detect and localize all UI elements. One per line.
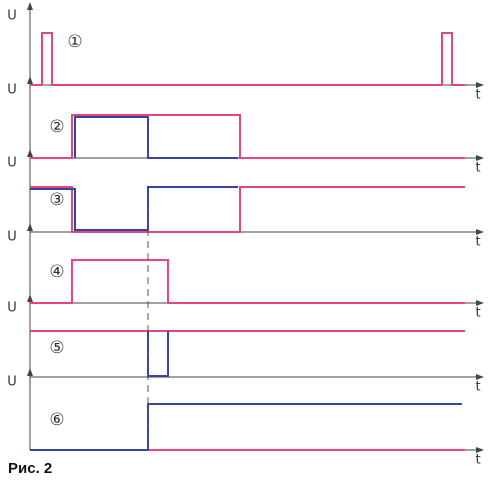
panel-marker: ⑥ (49, 410, 64, 430)
signal-5-blue (147, 331, 169, 377)
signal-3-blue (30, 186, 238, 231)
x-axis-label: t (475, 88, 480, 103)
signal-2-red (30, 114, 465, 159)
x-axis-label: t (475, 453, 480, 468)
signal-1 (30, 32, 465, 86)
signal-4 (30, 259, 465, 304)
y-axis-label: U (7, 301, 17, 316)
signal-6-blue (30, 403, 462, 451)
panel-marker: ② (49, 117, 64, 137)
x-axis-label: t (475, 161, 480, 176)
waveforms (30, 32, 465, 451)
y-axis-label: U (7, 156, 17, 171)
axes: Ut ① Ut ② Ut ③ Ut ④ Ut ⑤ Ut ⑥ (7, 2, 484, 468)
panel-marker: ⑤ (49, 338, 64, 358)
panel-marker: ④ (49, 262, 64, 282)
x-axis-label: t (475, 306, 480, 321)
signal-3-red (30, 186, 465, 233)
x-axis-label: t (475, 380, 480, 395)
panel-marker: ③ (49, 190, 64, 210)
x-axis-label: t (475, 235, 480, 250)
y-axis-label: U (7, 9, 17, 24)
y-axis-label: U (7, 375, 17, 390)
panel-marker: ① (67, 32, 82, 52)
y-axis-label: U (7, 83, 17, 98)
signal-2-blue (74, 116, 238, 159)
y-axis-label: U (7, 230, 17, 245)
caption: Рис. 2 (8, 460, 52, 477)
